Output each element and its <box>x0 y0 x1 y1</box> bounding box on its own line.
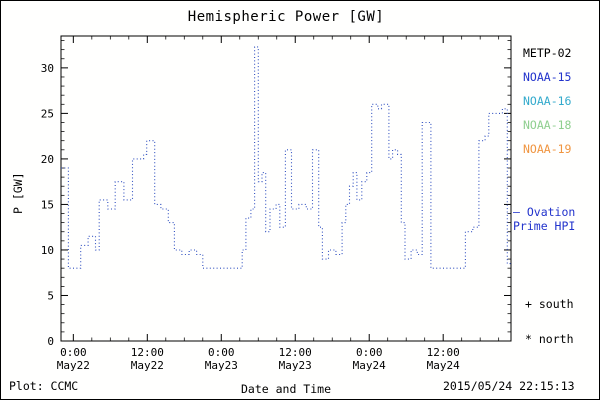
x-tick-time-label: 0:00 <box>60 346 87 359</box>
x-tick-time-label: 12:00 <box>131 346 164 359</box>
legend-item-noaa-16: NOAA-16 <box>523 94 572 108</box>
north-marker-label: north <box>538 332 574 346</box>
legend: METP-02 NOAA-15 NOAA-16 NOAA-18 NOAA-19 <box>523 46 571 166</box>
x-tick-date-label: May24 <box>427 359 460 372</box>
legend-item-noaa-18: NOAA-18 <box>523 118 572 132</box>
y-axis-label: P [GW] <box>11 172 25 214</box>
legend-item-noaa-19: NOAA-19 <box>523 142 572 156</box>
south-marker-label: south <box>538 297 574 311</box>
y-tick-label: 30 <box>41 62 54 75</box>
hpi-step-line <box>61 46 511 269</box>
plus-marker-icon: + <box>525 297 532 311</box>
north-marker-legend: * north <box>525 332 574 346</box>
x-tick-time-label: 0:00 <box>356 346 383 359</box>
plot-box <box>60 35 512 342</box>
y-tick-label: 0 <box>47 335 54 348</box>
chart-title: Hemispheric Power [GW] <box>187 9 385 25</box>
x-tick-date-label: May23 <box>279 359 312 372</box>
asterisk-marker-icon: * <box>525 332 532 346</box>
x-tick-date-label: May22 <box>57 359 90 372</box>
ovation-label-line1: — Ovation <box>513 205 576 219</box>
legend-item-noaa-15: NOAA-15 <box>523 70 572 84</box>
y-tick-label: 15 <box>41 198 54 211</box>
legend-item-metp-02: METP-02 <box>523 46 572 60</box>
x-axis-label: Date and Time <box>240 382 331 396</box>
x-tick-time-label: 0:00 <box>208 346 235 359</box>
y-tick-label: 20 <box>41 153 54 166</box>
y-tick-label: 25 <box>41 107 54 120</box>
ovation-prime-hpi-label: — Ovation Prime HPI <box>513 205 575 233</box>
x-tick-time-label: 12:00 <box>279 346 312 359</box>
x-tick-date-label: May23 <box>205 359 238 372</box>
plot-credit: Plot: CCMC <box>9 379 79 393</box>
generation-timestamp: 2015/05/24 22:15:13 <box>443 379 575 393</box>
y-tick-label: 5 <box>47 289 54 302</box>
ovation-label-line2: Prime HPI <box>513 219 576 233</box>
south-marker-legend: + south <box>525 297 574 311</box>
x-tick-time-label: 12:00 <box>427 346 460 359</box>
x-tick-date-label: May24 <box>353 359 386 372</box>
x-tick-date-label: May22 <box>131 359 164 372</box>
y-tick-label: 10 <box>41 244 54 257</box>
